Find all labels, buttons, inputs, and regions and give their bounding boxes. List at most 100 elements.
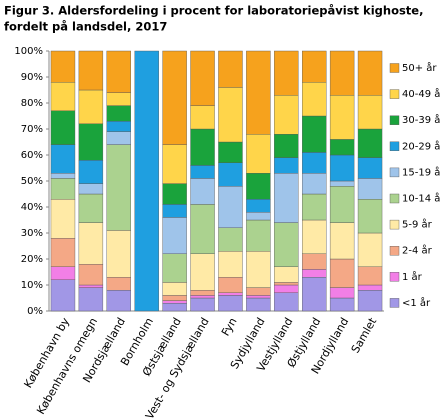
bar-segment	[274, 94, 299, 135]
y-tick-label: 10%	[21, 280, 43, 291]
bar-segment	[357, 266, 383, 286]
legend-label: 10-14 år	[402, 192, 440, 205]
bar-segment	[162, 204, 187, 218]
legend-swatch	[389, 245, 400, 256]
bar-segment	[246, 250, 271, 288]
bar-segment	[106, 144, 131, 231]
bar-segment	[190, 105, 215, 130]
bar-segment	[218, 227, 243, 252]
bar-segment	[162, 303, 187, 312]
bar-segment	[162, 183, 187, 205]
bar-segment	[106, 92, 131, 106]
bar-segment	[190, 178, 215, 205]
bar-segment	[190, 297, 215, 312]
bar-segment	[218, 50, 243, 88]
bar-segment	[302, 172, 327, 195]
bar-segment	[78, 284, 104, 288]
bar-segment	[218, 295, 243, 312]
bar-segment	[50, 110, 76, 145]
bar-segment	[357, 128, 383, 158]
bar-segment	[162, 282, 187, 296]
bar-segment	[78, 264, 104, 286]
y-tick-label: 40%	[21, 202, 43, 213]
bar-segment	[162, 295, 187, 301]
bar-segment	[274, 133, 299, 158]
bar-segment	[106, 290, 131, 312]
bar-segment	[218, 141, 243, 163]
bar-segment	[218, 250, 243, 278]
bar-segment	[190, 50, 215, 106]
bar-segment	[78, 159, 104, 184]
legend-swatch	[389, 167, 400, 178]
x-tick-label: Fyn	[219, 315, 240, 338]
bar-segment	[190, 295, 215, 299]
legend-swatch	[389, 219, 400, 230]
legend-label: 15-19 år	[402, 165, 440, 178]
bar-segment	[78, 222, 104, 265]
bar-segment	[329, 258, 355, 288]
y-tick-label: 60%	[21, 150, 43, 161]
bar-segment	[329, 139, 355, 156]
bar-segment	[274, 284, 299, 294]
bar-segment	[302, 193, 327, 221]
legend-swatch	[389, 298, 400, 308]
bar-segment	[329, 287, 355, 299]
bar-segment	[329, 154, 355, 182]
y-tick-label: 30%	[21, 228, 43, 239]
bar-segment	[190, 290, 215, 296]
bar-segment	[274, 222, 299, 268]
y-tick-label: 80%	[21, 98, 43, 109]
bar-segment	[302, 115, 327, 153]
legend-label: 2-4 år	[402, 244, 433, 257]
bar-segment	[190, 128, 215, 166]
bar-segment	[329, 297, 355, 312]
bar-segment	[329, 185, 355, 223]
bar-segment	[134, 50, 159, 312]
bar-segment	[162, 144, 187, 184]
bar-segment	[274, 50, 299, 96]
bar-segment	[106, 50, 131, 93]
legend-label: 30-39 år	[402, 113, 440, 126]
bar-segment	[106, 230, 131, 278]
y-tick-label: 0%	[27, 306, 43, 317]
bar-segment	[357, 94, 383, 130]
bar-segment	[50, 266, 76, 280]
bar-segment	[274, 266, 299, 283]
bar-segment	[329, 222, 355, 260]
bar-segment	[162, 300, 187, 304]
bar-segment	[78, 123, 104, 161]
legend-label: 50+ år	[402, 61, 437, 74]
bar-segment	[106, 277, 131, 291]
legend-label: 5-9 år	[402, 218, 433, 231]
bar-segment	[302, 277, 327, 312]
bar-segment	[218, 292, 243, 296]
bar-segment	[50, 237, 76, 267]
bar-segment	[246, 219, 271, 252]
bar-segment	[274, 157, 299, 174]
bar-segment	[246, 172, 271, 200]
y-tick-label: 50%	[21, 176, 43, 187]
bar-segment	[357, 178, 383, 200]
bar-segment	[50, 81, 76, 111]
bar-segment	[78, 183, 104, 195]
bar-segment	[78, 50, 104, 91]
bar-segment	[302, 152, 327, 174]
legend-swatch	[389, 141, 400, 152]
bar-segment	[357, 50, 383, 96]
bar-segment	[190, 165, 215, 179]
bar-segment	[190, 253, 215, 291]
bar-segment	[302, 269, 327, 278]
bar-segment	[246, 198, 271, 213]
bar-segment	[106, 131, 131, 145]
bar-segment	[274, 292, 299, 312]
bar-segment	[162, 253, 187, 283]
legend-swatch	[389, 272, 400, 282]
bar-segment	[246, 297, 271, 312]
bar-segment	[357, 284, 383, 291]
bar-segment	[302, 81, 327, 117]
bar-segment	[78, 193, 104, 223]
bar-segment	[246, 295, 271, 299]
bar-segment	[78, 287, 104, 312]
